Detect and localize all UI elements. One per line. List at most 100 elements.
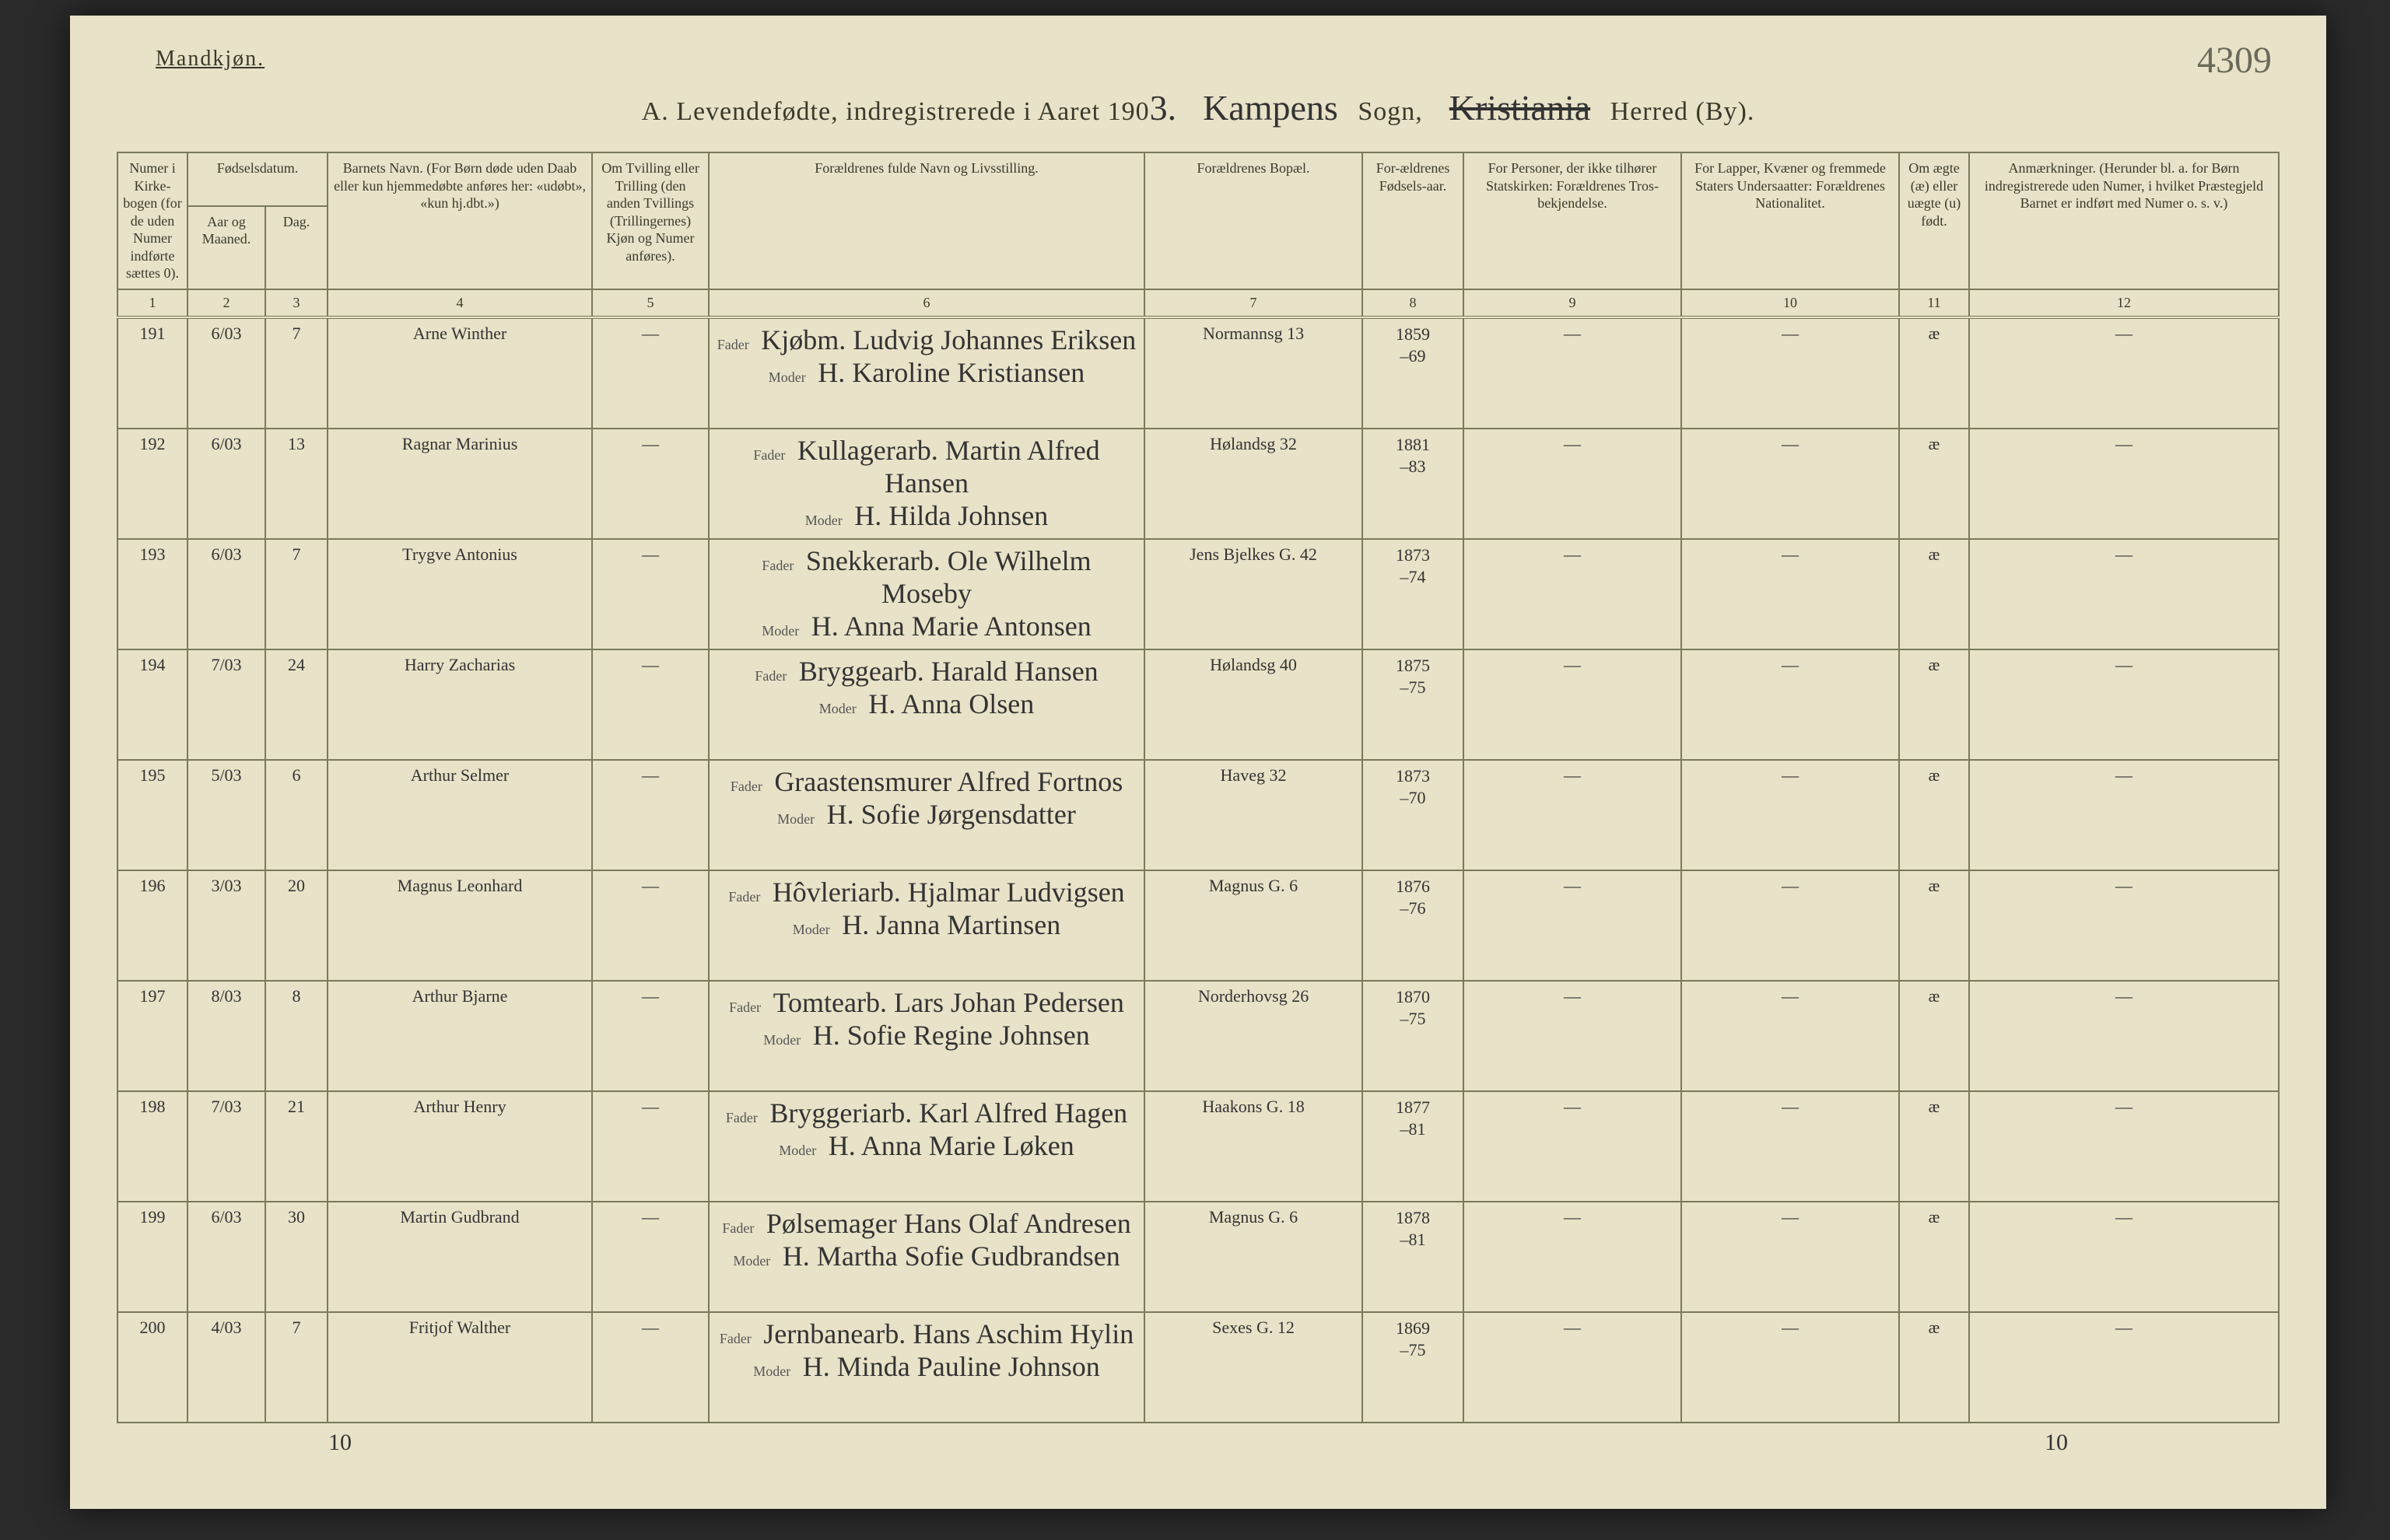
mother-name: H. Karoline Kristiansen [818, 357, 1085, 388]
cell-c10: — [1681, 649, 1899, 760]
cell-residence: Haveg 32 [1144, 760, 1362, 870]
cell-parents: Fader Bryggeriarb. Karl Alfred Hagen Mode… [709, 1091, 1144, 1202]
label-fader: Fader [726, 1110, 758, 1125]
cell-twin: — [592, 1091, 709, 1202]
label-moder: Moder [733, 1253, 770, 1269]
cell-legit: æ [1899, 981, 1969, 1091]
cell-ym: 8/03 [187, 981, 265, 1091]
cell-c10: — [1681, 539, 1899, 649]
hdr-7: Forældrenes Bopæl. [1144, 152, 1362, 289]
hdr-2a: Aar og Maaned. [187, 206, 265, 289]
father-name: Bryggearb. Harald Hansen [799, 656, 1099, 687]
table-row: 1987/0321Arthur Henry—Fader Bryggeriarb.… [117, 1091, 2279, 1202]
cell-num: 199 [117, 1202, 187, 1312]
coln-6: 6 [709, 289, 1144, 317]
cell-remark: — [1969, 317, 2279, 429]
coln-1: 1 [117, 289, 187, 317]
cell-c10: — [1681, 1202, 1899, 1312]
cell-legit: æ [1899, 1312, 1969, 1423]
hdr-6: Forældrenes fulde Navn og Livsstilling. [709, 152, 1144, 289]
cell-parents: Fader Kjøbm. Ludvig Johannes EriksenMode… [709, 317, 1144, 429]
father-name: Bryggeriarb. Karl Alfred Hagen [769, 1097, 1127, 1129]
cell-child: Arthur Bjarne [328, 981, 592, 1091]
cell-legit: æ [1899, 870, 1969, 981]
cell-remark: — [1969, 981, 2279, 1091]
cell-parents: Fader Bryggearb. Harald HansenModer H. A… [709, 649, 1144, 760]
label-fader: Fader [722, 1220, 754, 1236]
coln-8: 8 [1362, 289, 1463, 317]
cell-residence: Magnus G. 6 [1144, 870, 1362, 981]
cell-legit: æ [1899, 649, 1969, 760]
mother-name: H. Janna Martinsen [842, 909, 1060, 940]
mother-name: H. Anna Marie Antonsen [811, 611, 1092, 642]
title-line: A. Levendefødte, indregistrerede i Aaret… [117, 87, 2280, 128]
coln-10: 10 [1681, 289, 1899, 317]
cell-day: 30 [265, 1202, 328, 1312]
gender-label: Mandkjøn. [156, 47, 2280, 72]
cell-years: 1876–76 [1362, 870, 1463, 981]
father-name: Jernbanearb. Hans Aschim Hylin [763, 1318, 1134, 1349]
cell-years: 1869–75 [1362, 1312, 1463, 1423]
cell-years: 1875–75 [1362, 649, 1463, 760]
cell-child: Ragnar Marinius [328, 429, 592, 539]
table-row: 1916/037Arne Winther—Fader Kjøbm. Ludvig… [117, 317, 2279, 429]
cell-residence: Jens Bjelkes G. 42 [1144, 539, 1362, 649]
cell-legit: æ [1899, 429, 1969, 539]
cell-remark: — [1969, 760, 2279, 870]
table-head: Numer i Kirke-bogen (for de uden Numer i… [117, 152, 2279, 317]
label-moder: Moder [762, 623, 799, 639]
sogn-label: Sogn, [1358, 97, 1422, 126]
label-moder: Moder [819, 701, 857, 716]
cell-legit: æ [1899, 539, 1969, 649]
cell-c9: — [1463, 429, 1681, 539]
cell-c9: — [1463, 981, 1681, 1091]
hdr-1: Numer i Kirke-bogen (for de uden Numer i… [117, 152, 187, 289]
cell-num: 198 [117, 1091, 187, 1202]
cell-ym: 6/03 [187, 1202, 265, 1312]
cell-parents: Fader Kullagerarb. Martin Alfred HansenM… [709, 429, 1144, 539]
father-name: Kjøbm. Ludvig Johannes Eriksen [761, 324, 1136, 355]
cell-residence: Haakons G. 18 [1144, 1091, 1362, 1202]
father-name: Pølsemager Hans Olaf Andresen [766, 1208, 1131, 1239]
herred-value: Kristiania [1449, 88, 1590, 128]
cell-c9: — [1463, 760, 1681, 870]
cell-day: 7 [265, 539, 328, 649]
cell-c9: — [1463, 1202, 1681, 1312]
cell-residence: Normannsg 13 [1144, 317, 1362, 429]
label-fader: Fader [720, 1331, 752, 1346]
label-fader: Fader [717, 337, 749, 352]
cell-years: 1859–69 [1362, 317, 1463, 429]
label-moder: Moder [779, 1143, 816, 1158]
coln-9: 9 [1463, 289, 1681, 317]
title-prefix: A. Levendefødte, indregistrerede i Aaret… [642, 97, 1150, 126]
cell-day: 7 [265, 1312, 328, 1423]
father-name: Tomtearb. Lars Johan Pedersen [773, 987, 1124, 1018]
table-row: 1955/036Arthur Selmer—Fader Graastensmur… [117, 760, 2279, 870]
cell-c9: — [1463, 870, 1681, 981]
mother-name: H. Sofie Jørgensdatter [827, 799, 1076, 830]
cell-child: Arne Winther [328, 317, 592, 429]
cell-remark: — [1969, 1091, 2279, 1202]
cell-ym: 7/03 [187, 1091, 265, 1202]
coln-4: 4 [328, 289, 592, 317]
cell-day: 24 [265, 649, 328, 760]
cell-day: 13 [265, 429, 328, 539]
mother-name: H. Hilda Johnsen [854, 500, 1048, 531]
cell-years: 1877–81 [1362, 1091, 1463, 1202]
label-fader: Fader [728, 889, 760, 905]
hdr-4: Barnets Navn. (For Børn døde uden Daab e… [328, 152, 592, 289]
cell-c10: — [1681, 1091, 1899, 1202]
mother-name: H. Anna Olsen [868, 688, 1034, 719]
mother-name: H. Martha Sofie Gudbrandsen [783, 1241, 1120, 1272]
cell-legit: æ [1899, 1091, 1969, 1202]
cell-years: 1873–74 [1362, 539, 1463, 649]
coln-3: 3 [265, 289, 328, 317]
cell-twin: — [592, 760, 709, 870]
cell-day: 20 [265, 870, 328, 981]
cell-years: 1873–70 [1362, 760, 1463, 870]
cell-legit: æ [1899, 760, 1969, 870]
cell-child: Arthur Henry [328, 1091, 592, 1202]
cell-ym: 6/03 [187, 539, 265, 649]
cell-day: 6 [265, 760, 328, 870]
cell-residence: Magnus G. 6 [1144, 1202, 1362, 1312]
